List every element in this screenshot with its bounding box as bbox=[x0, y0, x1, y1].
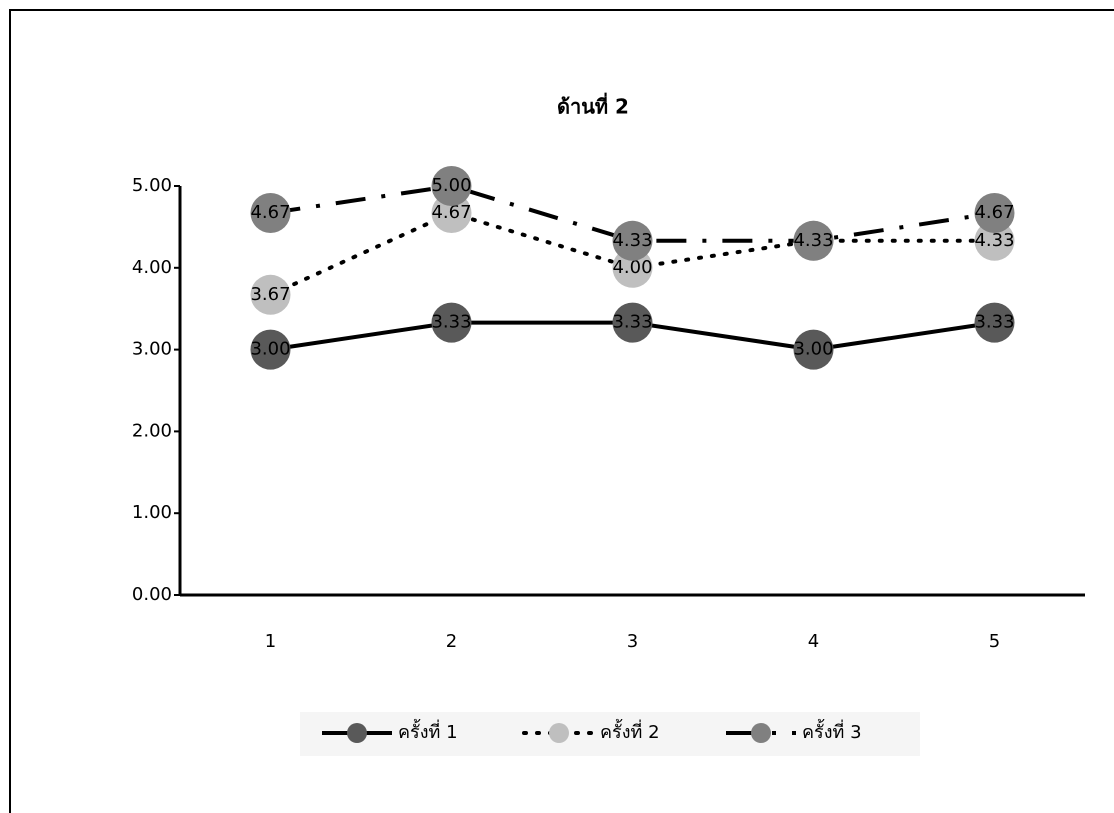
marker bbox=[250, 329, 291, 370]
x-tick-label: 5 bbox=[989, 631, 1000, 652]
data-label: 4.00 bbox=[612, 257, 652, 278]
y-tick-label: 4.00 bbox=[132, 257, 172, 278]
marker bbox=[793, 220, 834, 261]
y-tick-label: 1.00 bbox=[132, 502, 172, 523]
data-label: 4.67 bbox=[431, 202, 471, 223]
data-label: 4.33 bbox=[974, 230, 1014, 251]
chart-title: ด้านที่ 2 bbox=[557, 92, 629, 119]
data-label: 4.33 bbox=[793, 230, 833, 251]
marker bbox=[250, 274, 291, 315]
legend-marker bbox=[549, 723, 569, 743]
data-label: 3.33 bbox=[612, 312, 652, 333]
data-label: 4.67 bbox=[974, 202, 1014, 223]
marker bbox=[974, 192, 1015, 233]
legend-label: ครั้งที่ 2 bbox=[600, 719, 660, 743]
marker bbox=[431, 302, 472, 343]
legend-marker bbox=[347, 723, 367, 743]
legend-label: ครั้งที่ 1 bbox=[398, 719, 458, 743]
marker bbox=[793, 329, 834, 370]
chart-border bbox=[9, 9, 1114, 813]
data-label: 4.67 bbox=[250, 202, 290, 223]
marker bbox=[612, 302, 653, 343]
marker bbox=[974, 302, 1015, 343]
data-label: 3.67 bbox=[250, 284, 290, 305]
legend-label: ครั้งที่ 3 bbox=[802, 719, 862, 743]
x-tick-label: 3 bbox=[627, 631, 638, 652]
y-tick-label: 0.00 bbox=[132, 584, 172, 605]
marker bbox=[250, 192, 291, 233]
legend-box bbox=[300, 712, 920, 756]
marker bbox=[974, 220, 1015, 261]
series-line bbox=[268, 210, 997, 297]
data-label: 4.33 bbox=[612, 230, 652, 251]
y-tick-label: 3.00 bbox=[132, 339, 172, 360]
x-tick-label: 2 bbox=[446, 631, 457, 652]
legend-marker bbox=[751, 723, 771, 743]
y-tick-label: 5.00 bbox=[132, 175, 172, 196]
x-tick-label: 1 bbox=[265, 631, 276, 652]
series-line bbox=[270, 183, 995, 243]
data-label: 5.00 bbox=[431, 175, 471, 196]
marker bbox=[612, 220, 653, 261]
y-tick-label: 2.00 bbox=[132, 420, 172, 441]
data-label: 3.33 bbox=[431, 312, 471, 333]
data-label: 3.00 bbox=[793, 339, 833, 360]
data-label: 3.00 bbox=[250, 339, 290, 360]
data-label: 3.33 bbox=[974, 312, 1014, 333]
x-tick-label: 4 bbox=[808, 631, 819, 652]
marker bbox=[431, 166, 472, 206]
